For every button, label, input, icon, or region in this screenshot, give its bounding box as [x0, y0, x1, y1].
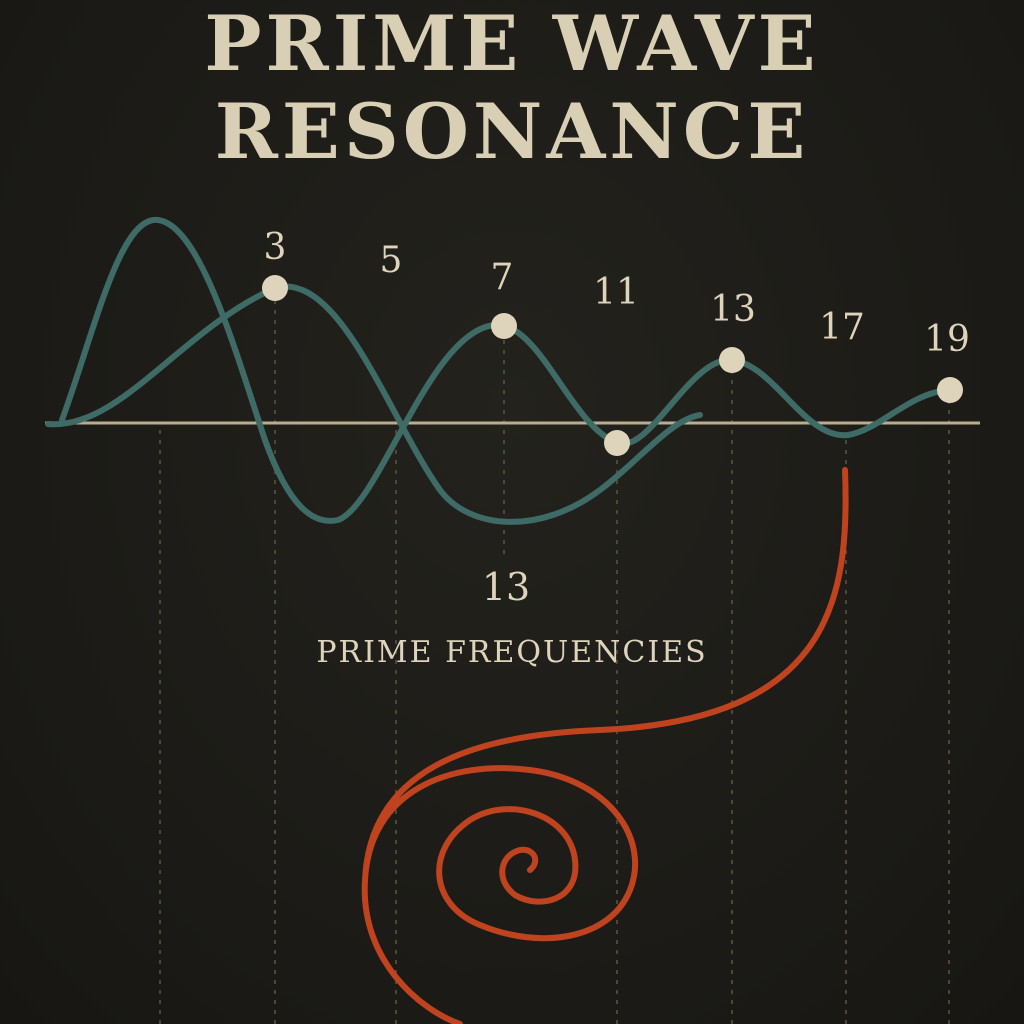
spiral-curve	[361, 467, 849, 1024]
resonance-dot	[262, 275, 288, 301]
center-number: 13	[481, 565, 531, 609]
prime-label: 13	[710, 289, 756, 330]
resonance-dot	[937, 377, 963, 403]
prime-label: 17	[819, 307, 865, 348]
prime-label: 19	[924, 319, 970, 360]
resonance-dot	[719, 347, 745, 373]
prime-label: 11	[593, 272, 639, 313]
subtitle: PRIME FREQUENCIES	[316, 635, 708, 670]
wave-curve-secondary	[45, 283, 703, 525]
wave-curve-primary	[59, 216, 953, 524]
resonance-dot	[491, 313, 517, 339]
prime-label: 3	[263, 227, 287, 268]
resonance-dot	[604, 430, 630, 456]
title-line-2: RESONANCE	[214, 87, 810, 176]
title-line-1: PRIME WAVE	[204, 0, 820, 88]
prime-label: 5	[379, 240, 403, 281]
resonance-dots	[262, 275, 963, 456]
prime-label: 7	[490, 257, 514, 298]
